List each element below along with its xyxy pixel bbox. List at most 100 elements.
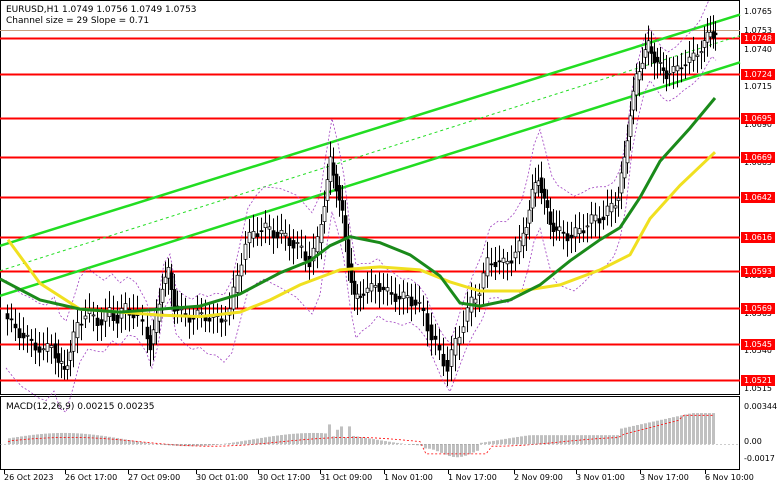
macd-histogram-bar bbox=[192, 444, 195, 447]
time-axis-label: 30 Oct 17:00 bbox=[258, 473, 311, 482]
macd-histogram-bar bbox=[116, 438, 119, 444]
candle-body bbox=[465, 307, 470, 322]
candle-body bbox=[429, 324, 434, 341]
macd-histogram-bar bbox=[304, 433, 307, 444]
macd-histogram-bar bbox=[124, 439, 127, 444]
macd-histogram-bar bbox=[524, 435, 527, 444]
candle-body bbox=[453, 338, 458, 356]
candle-body bbox=[542, 188, 547, 199]
candle-body bbox=[259, 230, 264, 233]
candle-body bbox=[291, 240, 296, 249]
candle-body bbox=[655, 56, 660, 63]
macd-histogram-bar bbox=[176, 444, 179, 446]
macd-histogram-bar bbox=[184, 444, 187, 447]
candle-body bbox=[616, 197, 621, 201]
candle-body bbox=[79, 323, 84, 326]
macd-histogram-bar bbox=[284, 434, 287, 444]
macd-histogram-bar bbox=[544, 435, 547, 444]
macd-histogram-bar bbox=[144, 442, 147, 444]
level-label: 1.0616 bbox=[741, 231, 775, 243]
macd-histogram-bar bbox=[288, 434, 291, 444]
macd-histogram-bar bbox=[140, 442, 143, 444]
macd-histogram-bar bbox=[436, 444, 439, 452]
candle-body bbox=[169, 272, 174, 290]
candle-body bbox=[675, 65, 680, 72]
candle-body bbox=[223, 319, 228, 322]
candle-body bbox=[658, 62, 663, 64]
time-axis-label: 31 Oct 09:00 bbox=[320, 473, 373, 482]
candle-body bbox=[652, 51, 657, 64]
candle-body bbox=[536, 180, 541, 186]
candle-body bbox=[461, 326, 466, 333]
candle-body bbox=[62, 366, 67, 370]
macd-histogram-bar bbox=[660, 419, 663, 444]
candle-body bbox=[91, 314, 96, 317]
candle-body bbox=[160, 288, 165, 303]
candle-body bbox=[247, 231, 252, 244]
macd-histogram-bar bbox=[88, 434, 91, 444]
candle-body bbox=[493, 261, 498, 268]
candle-body bbox=[140, 319, 145, 322]
macd-scale-label: 0.00 bbox=[744, 437, 762, 446]
macd-histogram-bar bbox=[200, 444, 203, 446]
candle-body bbox=[163, 276, 168, 284]
candle-body bbox=[179, 308, 184, 311]
macd-histogram-bar bbox=[20, 436, 23, 444]
candle-body bbox=[548, 211, 553, 225]
macd-histogram-bar bbox=[84, 433, 87, 444]
macd-histogram-bar bbox=[392, 442, 395, 444]
macd-histogram-bar bbox=[468, 444, 471, 455]
candle-body bbox=[157, 303, 162, 322]
level-label: 1.0748 bbox=[741, 32, 775, 44]
macd-histogram-bar bbox=[656, 420, 659, 444]
price-scale-label: 1.0765 bbox=[744, 7, 772, 16]
macd-histogram-bar bbox=[580, 435, 583, 444]
candle-body bbox=[649, 46, 654, 54]
candle-body bbox=[243, 243, 248, 260]
macd-histogram-bar bbox=[696, 413, 699, 444]
candle-body bbox=[299, 245, 304, 248]
price-scale-label: 1.0740 bbox=[744, 44, 772, 54]
macd-scale-label: 0.00344 bbox=[744, 402, 778, 411]
candle-body bbox=[622, 156, 627, 179]
macd-histogram-bar bbox=[484, 442, 487, 444]
candle-body bbox=[683, 64, 688, 67]
candle-body bbox=[251, 231, 256, 239]
candle-body bbox=[271, 230, 276, 239]
macd-histogram-bar bbox=[252, 439, 255, 444]
candle-body bbox=[25, 334, 30, 337]
candle-body bbox=[445, 359, 450, 372]
candle-body bbox=[625, 140, 630, 164]
candle-body bbox=[401, 291, 406, 299]
macd-histogram-bar bbox=[440, 444, 443, 453]
macd-histogram-bar bbox=[300, 433, 303, 444]
macd-histogram-bar bbox=[560, 435, 563, 444]
macd-histogram-bar bbox=[424, 444, 427, 449]
candle-body bbox=[275, 231, 280, 239]
macd-histogram-bar bbox=[264, 437, 267, 444]
candle-body bbox=[561, 231, 566, 234]
macd-histogram-bar bbox=[92, 434, 95, 444]
candle-body bbox=[199, 312, 204, 315]
candle-body bbox=[437, 344, 442, 351]
macd-histogram-bar bbox=[636, 425, 639, 444]
macd-histogram-bar bbox=[492, 440, 495, 444]
candle-body bbox=[405, 295, 410, 299]
macd-histogram-bar bbox=[48, 433, 51, 444]
macd-histogram-bar bbox=[260, 437, 263, 444]
candle-body bbox=[358, 295, 363, 298]
candle-body bbox=[589, 214, 594, 224]
candle-body bbox=[695, 54, 700, 57]
macd-histogram-bar bbox=[396, 442, 399, 444]
macd-histogram-bar bbox=[340, 426, 343, 444]
macd-histogram-bar bbox=[712, 413, 715, 444]
macd-histogram-bar bbox=[688, 413, 691, 444]
time-axis-label: 6 Nov 10:00 bbox=[705, 473, 754, 482]
candle-body bbox=[489, 263, 494, 266]
macd-histogram-bar bbox=[360, 437, 363, 444]
candle-body bbox=[545, 200, 550, 208]
envelope-upper-line bbox=[5, 0, 710, 345]
macd-histogram-bar bbox=[616, 435, 619, 444]
